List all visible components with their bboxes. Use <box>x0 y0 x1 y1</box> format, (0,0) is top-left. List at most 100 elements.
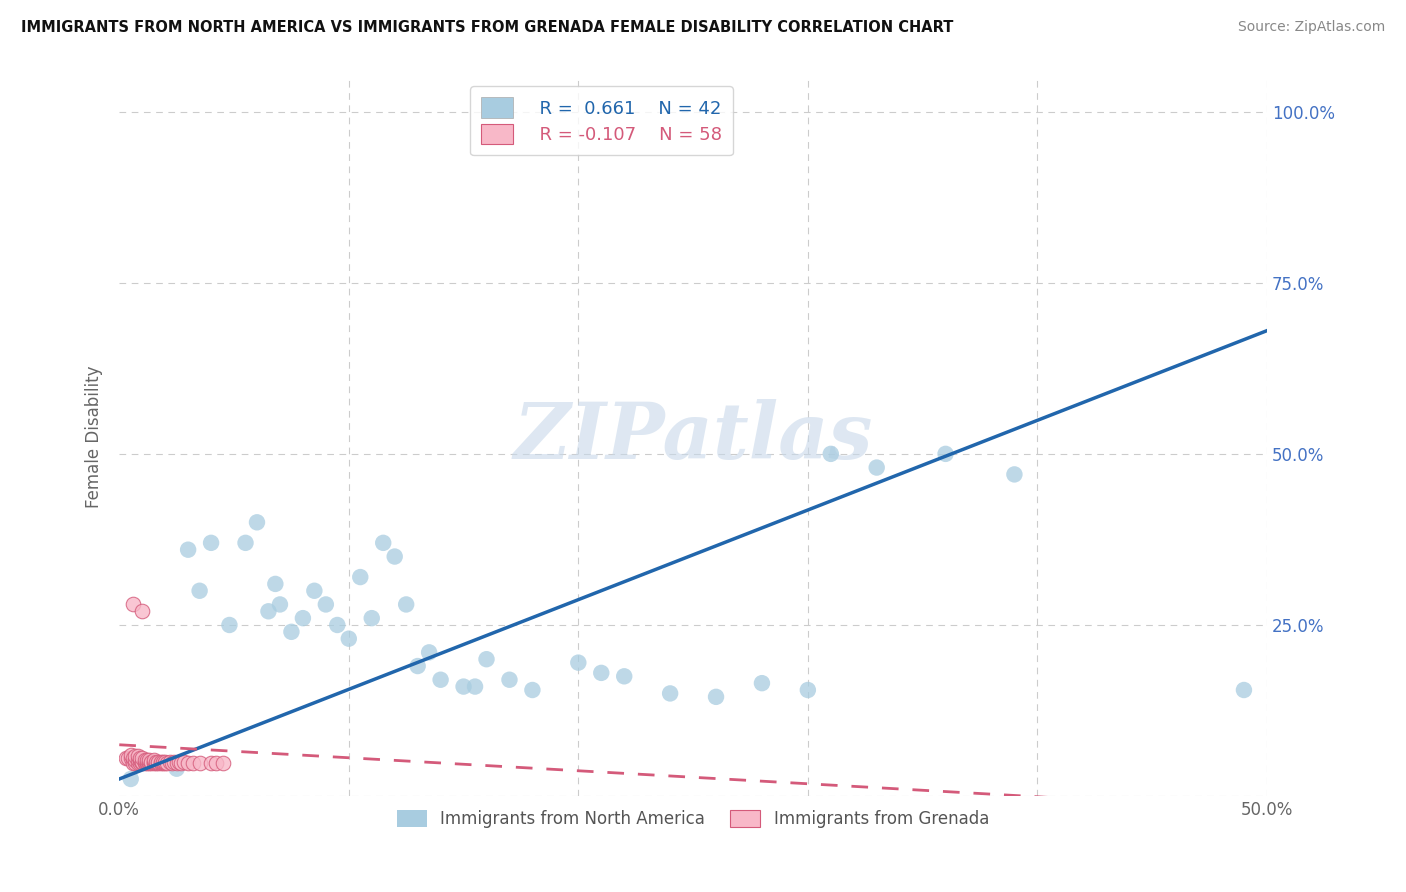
Text: ZIPatlas: ZIPatlas <box>513 399 873 475</box>
Point <box>129 751 152 765</box>
Y-axis label: Female Disability: Female Disability <box>86 366 103 508</box>
Point <box>148 756 170 771</box>
Point <box>149 756 172 771</box>
Point <box>153 756 176 771</box>
Point <box>131 756 153 771</box>
Point <box>122 598 145 612</box>
Point <box>127 754 149 768</box>
Point <box>124 749 146 764</box>
Point <box>122 756 145 771</box>
Point <box>152 755 174 769</box>
Point <box>138 755 160 769</box>
Point <box>127 749 149 764</box>
Point <box>156 756 179 771</box>
Point <box>751 676 773 690</box>
Point <box>134 753 156 767</box>
Point <box>475 652 498 666</box>
Point <box>613 669 636 683</box>
Point <box>134 756 156 771</box>
Point <box>153 755 176 769</box>
Point <box>138 756 160 771</box>
Point <box>1233 683 1256 698</box>
Point <box>145 755 167 769</box>
Point <box>498 673 520 687</box>
Point <box>124 754 146 768</box>
Point <box>167 755 190 769</box>
Point <box>120 751 142 765</box>
Point <box>122 751 145 765</box>
Point <box>160 756 183 771</box>
Point <box>264 577 287 591</box>
Legend: Immigrants from North America, Immigrants from Grenada: Immigrants from North America, Immigrant… <box>391 803 995 835</box>
Point <box>704 690 727 704</box>
Point <box>129 756 152 771</box>
Point <box>257 604 280 618</box>
Point <box>142 756 165 771</box>
Point <box>200 536 222 550</box>
Point <box>280 624 302 639</box>
Point <box>337 632 360 646</box>
Point <box>117 751 139 765</box>
Point <box>218 618 240 632</box>
Point <box>291 611 314 625</box>
Point <box>148 755 170 769</box>
Point <box>269 598 291 612</box>
Point <box>127 756 149 771</box>
Point <box>567 656 589 670</box>
Point <box>406 659 429 673</box>
Point <box>659 686 682 700</box>
Point <box>166 756 188 771</box>
Point <box>373 536 395 550</box>
Point <box>163 755 186 769</box>
Point <box>315 598 337 612</box>
Point <box>246 516 269 530</box>
Point <box>418 645 440 659</box>
Point <box>464 680 486 694</box>
Point <box>145 756 167 771</box>
Point <box>173 755 195 769</box>
Text: IMMIGRANTS FROM NORTH AMERICA VS IMMIGRANTS FROM GRENADA FEMALE DISABILITY CORRE: IMMIGRANTS FROM NORTH AMERICA VS IMMIGRA… <box>21 20 953 35</box>
Point <box>141 756 163 771</box>
Point <box>522 683 544 698</box>
Point <box>188 583 211 598</box>
Point <box>166 762 188 776</box>
Point <box>141 755 163 769</box>
Point <box>429 673 451 687</box>
Point <box>820 447 842 461</box>
Point <box>152 756 174 771</box>
Point <box>935 447 957 461</box>
Point <box>200 756 222 771</box>
Point <box>142 755 165 769</box>
Point <box>135 753 157 767</box>
Point <box>204 756 226 771</box>
Point <box>866 460 889 475</box>
Point <box>326 618 349 632</box>
Point <box>177 756 200 771</box>
Point <box>384 549 406 564</box>
Point <box>188 756 211 771</box>
Point <box>453 680 475 694</box>
Point <box>138 753 160 767</box>
Point <box>159 755 181 769</box>
Point <box>142 754 165 768</box>
Point <box>124 756 146 771</box>
Point <box>360 611 382 625</box>
Point <box>115 751 138 765</box>
Point <box>135 755 157 769</box>
Point <box>181 756 204 771</box>
Point <box>134 755 156 769</box>
Point <box>129 754 152 768</box>
Point <box>349 570 371 584</box>
Point <box>120 772 142 786</box>
Point <box>1002 467 1025 482</box>
Point <box>170 756 193 771</box>
Point <box>797 683 820 698</box>
Point <box>120 747 142 762</box>
Point <box>304 583 326 598</box>
Point <box>149 755 172 769</box>
Text: Source: ZipAtlas.com: Source: ZipAtlas.com <box>1237 20 1385 34</box>
Point <box>395 598 418 612</box>
Point <box>235 536 257 550</box>
Point <box>131 751 153 765</box>
Point <box>211 756 233 771</box>
